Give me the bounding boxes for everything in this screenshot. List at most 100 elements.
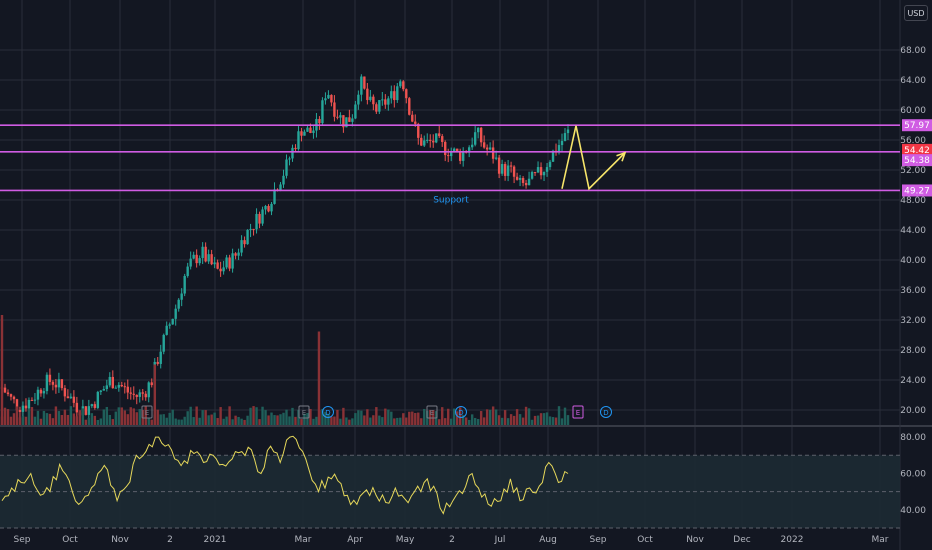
- volume-bar: [105, 406, 109, 425]
- candle-body: [518, 177, 522, 180]
- volume-bar: [497, 415, 501, 425]
- y-tick-label: 60.00: [900, 106, 926, 116]
- level-price-label: 49.27: [904, 186, 930, 196]
- candle-body: [135, 394, 138, 397]
- candle-body: [476, 127, 480, 133]
- candle-body: [300, 131, 303, 136]
- x-tick-label: May: [396, 535, 415, 545]
- candle-body: [84, 406, 88, 415]
- volume-bar: [336, 409, 339, 425]
- volume-bar: [527, 408, 531, 425]
- x-tick-label: Dec: [733, 535, 750, 545]
- candle-body: [563, 133, 567, 141]
- volume-bar: [548, 416, 552, 425]
- candle-body: [219, 268, 222, 272]
- candle-body: [261, 209, 264, 224]
- y-tick-label: 48.00: [900, 196, 926, 206]
- candle-body: [435, 133, 438, 143]
- candle-body: [306, 127, 309, 132]
- volume-bar: [96, 419, 100, 425]
- volume-bar: [542, 413, 546, 425]
- candle-body: [12, 396, 16, 400]
- volume-bar: [48, 413, 52, 425]
- volume-bar: [123, 410, 126, 425]
- volume-bar: [285, 409, 288, 425]
- candle-body: [441, 136, 444, 142]
- prev-price-label: 54.38: [904, 156, 930, 166]
- volume-bar: [333, 416, 336, 425]
- candle-body: [354, 104, 357, 119]
- volume-bar: [198, 417, 201, 425]
- candle-body: [162, 334, 165, 352]
- currency-label[interactable]: USD: [904, 5, 928, 21]
- candle-body: [429, 139, 432, 141]
- candle-body: [69, 396, 73, 399]
- candle-body: [288, 158, 291, 160]
- candle-body: [345, 117, 348, 128]
- candle-body: [264, 205, 267, 210]
- volume-bar: [360, 410, 363, 425]
- volume-bar: [231, 419, 234, 425]
- volume-bar: [414, 412, 417, 425]
- candle-body: [357, 94, 360, 105]
- candle-body: [536, 167, 540, 173]
- volume-bar: [258, 419, 261, 425]
- volume-bar: [557, 406, 561, 425]
- earnings-marker-label: E: [430, 409, 434, 417]
- candle-body: [309, 127, 312, 134]
- candle-body: [485, 147, 489, 150]
- dividend-marker-label: D: [325, 409, 330, 417]
- candle-body: [39, 389, 43, 394]
- candle-body: [432, 140, 435, 143]
- candle-body: [515, 176, 519, 180]
- candle-body: [48, 374, 52, 382]
- earnings-marker: [426, 405, 438, 419]
- volume-bar: [276, 415, 279, 425]
- candle-body: [524, 182, 528, 186]
- volume-bar: [554, 417, 558, 425]
- volume-bar: [102, 409, 106, 425]
- volume-group: [0, 315, 570, 425]
- earnings-marker-label: E: [145, 409, 149, 417]
- candle-body: [45, 374, 49, 392]
- candle-body: [282, 175, 285, 185]
- candle-body: [494, 157, 498, 159]
- candle-body: [482, 142, 486, 148]
- volume-bar: [479, 411, 483, 425]
- x-tick-label: Jul: [494, 535, 506, 545]
- candle-body: [539, 167, 543, 176]
- candle-body: [467, 147, 471, 153]
- dividend-marker-label: D: [603, 409, 608, 417]
- volume-bar: [204, 410, 207, 425]
- volume-bar: [485, 409, 489, 425]
- candle-body: [330, 94, 333, 103]
- candle-body: [243, 240, 246, 245]
- x-tick-label: Sep: [14, 535, 31, 545]
- candle-body: [201, 246, 204, 259]
- volume-bar: [441, 407, 444, 425]
- candle-body: [237, 252, 240, 256]
- volume-bar: [255, 407, 258, 425]
- volume-bar: [453, 408, 456, 425]
- volume-bar: [201, 410, 204, 425]
- x-tick-label: Mar: [295, 535, 312, 545]
- candle-body: [60, 379, 64, 389]
- volume-bar: [482, 417, 486, 425]
- y-tick-label: 28.00: [900, 346, 926, 356]
- volume-bar: [54, 406, 58, 425]
- candle-body: [198, 258, 201, 264]
- earnings-marker-label: E: [576, 409, 580, 417]
- y-tick-label: 68.00: [900, 46, 926, 56]
- candle-body: [207, 254, 210, 262]
- volume-spike: [317, 331, 321, 425]
- volume-bar: [473, 417, 477, 425]
- candle-body: [189, 258, 192, 267]
- x-tick-label: 2021: [204, 535, 227, 545]
- volume-bar: [294, 416, 297, 425]
- candle-body: [548, 161, 552, 168]
- candle-body: [195, 254, 198, 264]
- level-price-tag: [902, 184, 932, 197]
- volume-bar: [66, 414, 70, 425]
